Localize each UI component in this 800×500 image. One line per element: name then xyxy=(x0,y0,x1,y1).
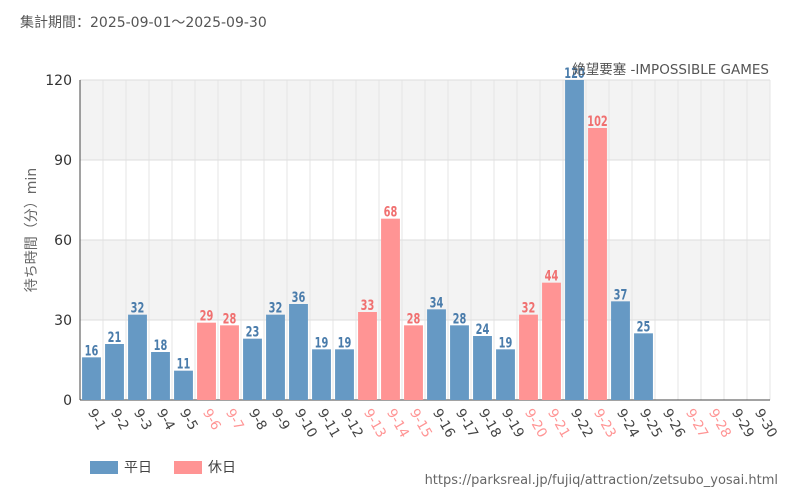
y-axis-label: 待ち時間（分）min xyxy=(24,168,40,292)
legend-label-weekday: 平日 xyxy=(124,460,152,476)
y-tick-label: 0 xyxy=(63,393,72,409)
legend-label-holiday: 休日 xyxy=(208,460,236,476)
x-tick-label-9-27: 9-27 xyxy=(682,406,711,441)
source-url: https://parksreal.jp/fujiq/attraction/ze… xyxy=(424,473,778,488)
data-label-9-7: 28 xyxy=(223,310,237,327)
bar-9-19 xyxy=(496,349,515,400)
x-tick-label-9-2: 9-2 xyxy=(107,406,132,433)
data-label-9-9: 32 xyxy=(269,299,283,316)
data-label-9-3: 32 xyxy=(131,299,145,316)
data-label-9-12: 19 xyxy=(338,334,352,351)
bar-9-2 xyxy=(105,344,124,400)
y-tick-label: 30 xyxy=(54,313,72,329)
data-label-9-22: 120 xyxy=(564,65,585,82)
data-label-9-19: 19 xyxy=(499,334,513,351)
x-tick-label-9-12: 9-12 xyxy=(337,406,366,441)
x-tick-label-9-7: 9-7 xyxy=(222,406,247,433)
bar-9-17 xyxy=(450,325,469,400)
data-label-9-16: 34 xyxy=(430,294,444,311)
data-label-9-17: 28 xyxy=(453,310,467,327)
y-tick-label: 60 xyxy=(54,233,72,249)
bar-9-13 xyxy=(358,312,377,400)
x-tick-label-9-18: 9-18 xyxy=(475,406,504,441)
legend-item-weekday: 平日 xyxy=(90,457,152,477)
data-label-9-21: 44 xyxy=(545,267,559,284)
x-tick-label-9-22: 9-22 xyxy=(567,406,596,441)
legend-item-holiday: 休日 xyxy=(174,457,236,477)
x-tick-label-9-5: 9-5 xyxy=(176,406,201,433)
x-tick-label-9-20: 9-20 xyxy=(521,406,550,441)
x-tick-label-9-11: 9-11 xyxy=(314,406,343,441)
bar-9-23 xyxy=(588,128,607,400)
data-label-9-2: 21 xyxy=(108,329,122,346)
bar-9-4 xyxy=(151,352,170,400)
bar-9-25 xyxy=(634,333,653,400)
legend-swatch-weekday xyxy=(90,460,118,474)
bar-9-11 xyxy=(312,349,331,400)
data-label-9-20: 32 xyxy=(522,299,536,316)
x-tick-label-9-10: 9-10 xyxy=(291,406,320,441)
data-label-9-24: 37 xyxy=(614,286,628,303)
bar-9-18 xyxy=(473,336,492,400)
bar-9-6 xyxy=(197,322,216,400)
bar-9-14 xyxy=(381,218,400,400)
x-tick-label-9-19: 9-19 xyxy=(498,406,527,441)
bar-9-15 xyxy=(404,325,423,400)
data-label-9-23: 102 xyxy=(587,113,607,130)
y-tick-label: 120 xyxy=(45,73,72,89)
bar-9-12 xyxy=(335,349,354,400)
x-tick-label-9-3: 9-3 xyxy=(130,406,155,433)
x-tick-label-9-30: 9-30 xyxy=(751,406,780,441)
x-tick-label-9-21: 9-21 xyxy=(544,406,573,441)
x-tick-label-9-23: 9-23 xyxy=(590,406,619,441)
data-label-9-1: 16 xyxy=(85,342,99,359)
data-label-9-10: 36 xyxy=(292,289,306,306)
x-tick-label-9-6: 9-6 xyxy=(199,406,224,433)
y-tick-label: 90 xyxy=(54,153,72,169)
x-tick-label-9-4: 9-4 xyxy=(153,406,178,433)
bar-9-3 xyxy=(128,314,147,400)
x-tick-label-9-24: 9-24 xyxy=(613,406,642,441)
data-label-9-18: 24 xyxy=(476,321,490,338)
x-tick-label-9-17: 9-17 xyxy=(452,406,481,441)
x-tick-label-9-13: 9-13 xyxy=(360,406,389,441)
bar-9-21 xyxy=(542,282,561,400)
data-label-9-14: 68 xyxy=(384,203,398,220)
bar-9-5 xyxy=(174,370,193,400)
data-label-9-4: 18 xyxy=(154,337,168,354)
x-tick-label-9-8: 9-8 xyxy=(245,406,270,433)
bar-9-1 xyxy=(82,357,101,400)
legend: 平日 休日 xyxy=(90,457,258,477)
period-label: 集計期間：2025-09-01～2025-09-30 xyxy=(20,15,267,31)
legend-swatch-holiday xyxy=(174,460,202,474)
data-label-9-6: 29 xyxy=(200,307,214,324)
x-tick-label-9-16: 9-16 xyxy=(429,406,458,441)
data-label-9-15: 28 xyxy=(407,310,421,327)
bar-9-8 xyxy=(243,338,262,400)
bar-9-20 xyxy=(519,314,538,400)
x-tick-label-9-14: 9-14 xyxy=(383,406,412,441)
bar-9-16 xyxy=(427,309,446,400)
data-label-9-25: 25 xyxy=(637,318,651,335)
bar-9-9 xyxy=(266,314,285,400)
x-tick-label-9-28: 9-28 xyxy=(705,406,734,441)
data-label-9-8: 23 xyxy=(246,323,260,340)
x-tick-label-9-15: 9-15 xyxy=(406,406,435,441)
x-tick-label-9-26: 9-26 xyxy=(659,406,688,441)
bar-9-22 xyxy=(565,80,584,400)
x-tick-label-9-29: 9-29 xyxy=(728,406,757,441)
data-label-9-11: 19 xyxy=(315,334,329,351)
chart-title: 絶望要塞 -IMPOSSIBLE GAMES xyxy=(572,61,769,78)
bar-9-7 xyxy=(220,325,239,400)
x-tick-label-9-9: 9-9 xyxy=(268,406,293,433)
bar-9-10 xyxy=(289,304,308,400)
data-label-9-5: 11 xyxy=(177,355,191,372)
data-label-9-13: 33 xyxy=(361,297,375,314)
x-tick-label-9-25: 9-25 xyxy=(636,406,665,441)
bar-9-24 xyxy=(611,301,630,400)
x-tick-label-9-1: 9-1 xyxy=(84,406,109,433)
